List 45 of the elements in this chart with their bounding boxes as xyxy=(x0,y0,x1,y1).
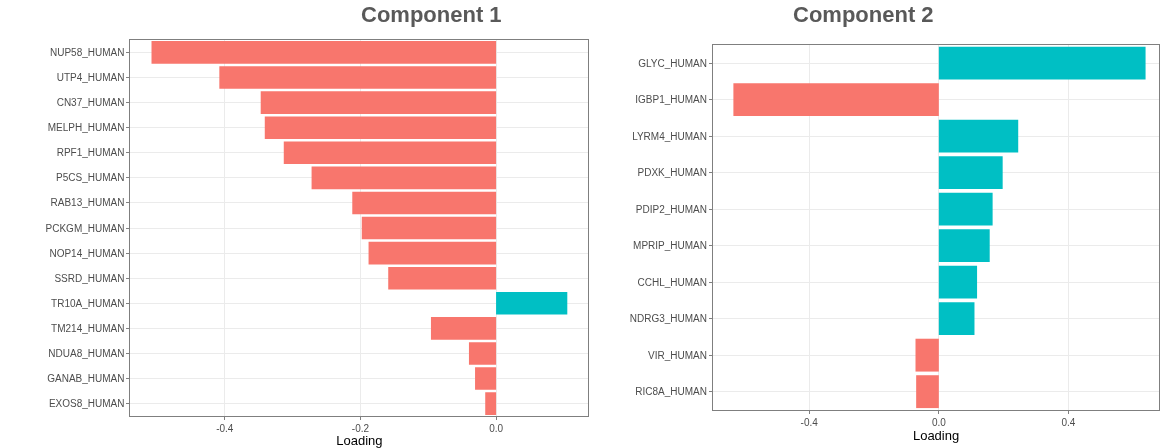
x-tick-label: 0.4 xyxy=(1061,416,1076,428)
x-axis-title: Loading xyxy=(912,427,960,443)
y-tick-label: PCKGM_HUMAN xyxy=(45,222,125,234)
x-tick-label: 0.0 xyxy=(489,423,504,435)
x-tick-label: -0.4 xyxy=(800,416,819,428)
y-tick-label: EXOS8_HUMAN xyxy=(48,398,125,410)
y-tick-label: MELPH_HUMAN xyxy=(47,122,125,134)
y-tick-label: PDIP2_HUMAN xyxy=(635,203,707,215)
y-tick-label: NUP58_HUMAN xyxy=(50,46,125,58)
bar xyxy=(915,338,939,372)
x-tick-label: -0.2 xyxy=(351,423,370,435)
y-tick-label: CCHL_HUMAN xyxy=(637,276,707,288)
y-tick-label: RIC8A_HUMAN xyxy=(635,386,707,398)
y-tick-label: NDRG3_HUMAN xyxy=(629,313,707,325)
bar xyxy=(916,375,939,409)
bar xyxy=(938,156,1003,190)
y-tick-label: PDXK_HUMAN xyxy=(637,167,707,179)
bar xyxy=(938,265,978,299)
y-tick-label: GLYC_HUMAN xyxy=(638,57,707,69)
y-tick-label: CN37_HUMAN xyxy=(56,97,125,109)
bar xyxy=(938,119,1019,153)
bar xyxy=(938,46,1146,80)
bar xyxy=(938,229,990,263)
x-tick-label: 0.0 xyxy=(931,416,947,428)
bar xyxy=(938,302,975,336)
y-tick-label: IGBP1_HUMAN xyxy=(635,94,707,106)
y-tick-label: LYRM4_HUMAN xyxy=(632,130,707,142)
bar xyxy=(733,83,939,116)
y-tick-label: P5CS_HUMAN xyxy=(56,172,125,184)
y-tick-label: SSRD_HUMAN xyxy=(54,272,125,284)
y-tick-label: VIR_HUMAN xyxy=(648,349,707,361)
chart-title: Component 2 xyxy=(793,2,934,27)
y-tick-label: MPRIP_HUMAN xyxy=(633,240,707,252)
y-tick-label: UTP4_HUMAN xyxy=(56,72,125,83)
y-tick-label: GANAB_HUMAN xyxy=(47,373,125,385)
x-axis-title: Loading xyxy=(336,433,383,448)
y-tick-label: RPF1_HUMAN xyxy=(56,147,125,159)
y-tick-label: NOP14_HUMAN xyxy=(49,247,125,259)
chart-title: Component 1 xyxy=(361,2,502,27)
x-tick-label: -0.4 xyxy=(216,423,234,435)
y-tick-label: NDUA8_HUMAN xyxy=(48,347,125,359)
y-tick-label: RAB13_HUMAN xyxy=(50,197,125,209)
bar xyxy=(938,192,993,226)
y-tick-label: TR10A_HUMAN xyxy=(51,297,125,309)
y-tick-label: TM214_HUMAN xyxy=(51,322,125,334)
